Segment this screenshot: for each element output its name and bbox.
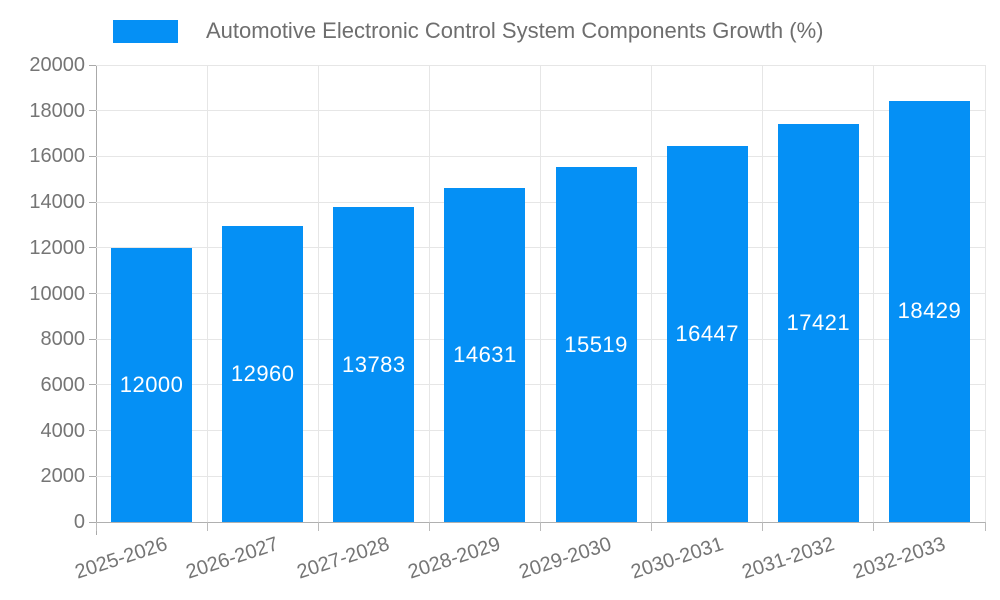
y-tick-label: 18000 xyxy=(29,99,85,122)
y-axis-tick xyxy=(89,64,96,66)
x-tick-label: 2032-2033 xyxy=(850,533,948,584)
x-axis-tick xyxy=(206,522,208,531)
x-tick-label: 2028-2029 xyxy=(405,533,504,584)
x-axis-tick xyxy=(428,522,430,531)
y-tick-label: 14000 xyxy=(29,191,85,214)
x-tick-label: 2026-2027 xyxy=(183,533,282,584)
y-axis-tick xyxy=(89,293,96,294)
bar-value-label: 13783 xyxy=(341,351,406,377)
x-tick-label: 2027-2028 xyxy=(294,533,393,584)
bar-value-label: 12000 xyxy=(119,371,184,397)
x-axis-tick xyxy=(762,522,764,531)
v-gridline xyxy=(651,65,653,522)
chart-title: Automotive Electronic Control System Com… xyxy=(206,18,824,43)
y-axis-tick xyxy=(89,110,96,112)
v-gridline xyxy=(206,65,208,522)
bar-2032-2033[interactable]: 18429 xyxy=(888,100,970,522)
bar-value-label: 14631 xyxy=(453,341,517,367)
v-gridline xyxy=(984,65,986,522)
bar-2028-2029[interactable]: 14631 xyxy=(444,187,526,522)
y-tick-label: 12000 xyxy=(29,236,85,259)
y-axis-tick xyxy=(89,155,96,157)
v-gridline xyxy=(540,65,541,522)
x-tick-label: 2025-2026 xyxy=(72,533,171,584)
y-tick-label: 10000 xyxy=(29,282,85,305)
x-tick-label: 2030-2031 xyxy=(627,533,726,584)
y-axis-line xyxy=(96,65,97,535)
y-axis-tick xyxy=(89,338,96,340)
bar-2030-2031[interactable]: 16447 xyxy=(666,146,748,522)
bar-value-label: 16447 xyxy=(675,321,740,347)
v-gridline xyxy=(317,65,319,522)
x-tick-label: 2029-2030 xyxy=(516,533,615,584)
bar-value-label: 18429 xyxy=(897,298,962,324)
legend-swatch-icon xyxy=(113,19,178,43)
y-tick-label: 2000 xyxy=(40,465,86,488)
bar-2029-2030[interactable]: 15519 xyxy=(555,167,637,522)
y-axis-tick xyxy=(89,475,96,477)
x-axis-tick xyxy=(651,522,653,531)
plot-area: 12000 12960 13783 14631 15519 16447 17421 18429 xyxy=(96,64,986,523)
bar-2027-2028[interactable]: 13783 xyxy=(333,207,415,522)
y-axis-tick xyxy=(89,201,96,203)
v-gridline xyxy=(428,65,430,522)
y-tick-label: 20000 xyxy=(29,54,85,76)
y-tick-label: 16000 xyxy=(29,145,85,168)
bar-value-label: 17421 xyxy=(786,309,851,335)
x-axis-tick xyxy=(873,522,875,531)
x-axis-tick xyxy=(984,522,986,531)
y-tick-label: 0 xyxy=(73,511,85,533)
y-axis-tick xyxy=(89,521,96,523)
x-tick-label: 2031-2032 xyxy=(739,533,837,584)
y-axis-tick xyxy=(89,247,96,249)
legend-item[interactable]: Automotive Electronic Control System Com… xyxy=(113,18,823,44)
bar-2025-2026[interactable]: 12000 xyxy=(111,247,193,522)
v-gridline xyxy=(762,65,764,522)
y-tick-label: 8000 xyxy=(40,328,86,351)
v-gridline xyxy=(873,65,875,522)
y-axis-tick xyxy=(89,430,96,432)
y-tick-label: 6000 xyxy=(40,373,86,396)
x-axis-tick xyxy=(317,522,319,531)
bar-value-label: 12960 xyxy=(230,360,295,386)
y-axis-tick xyxy=(89,384,96,386)
x-axis-tick xyxy=(540,522,541,531)
bar-2031-2032[interactable]: 17421 xyxy=(777,123,859,522)
bar-2026-2027[interactable]: 12960 xyxy=(222,225,304,522)
x-axis-tick xyxy=(95,522,97,531)
bar-value-label: 15519 xyxy=(564,331,628,357)
y-tick-label: 4000 xyxy=(40,419,86,442)
